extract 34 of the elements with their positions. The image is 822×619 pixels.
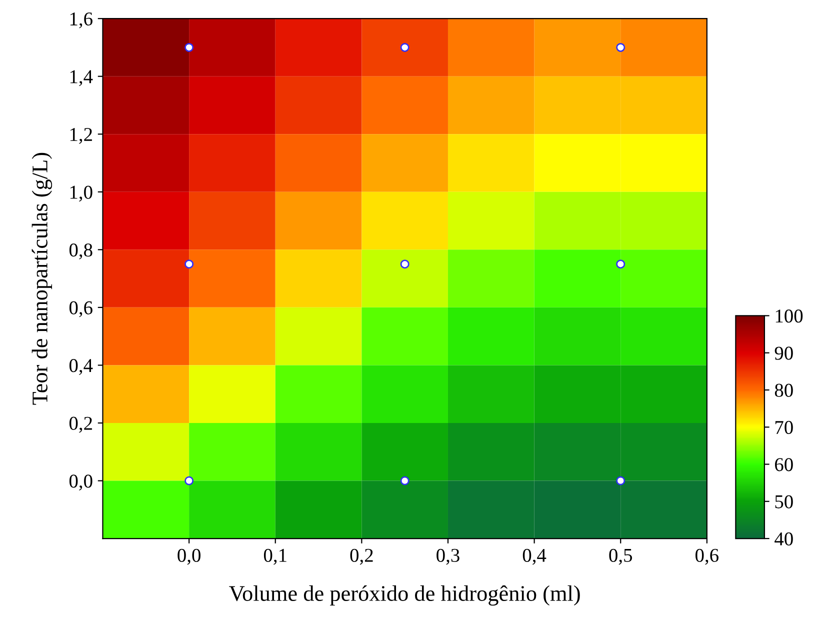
x-axis-title: Volume de peróxido de hidrogênio (ml) xyxy=(229,585,580,606)
point xyxy=(616,42,626,52)
y-tick-label: 1,2 xyxy=(70,128,92,144)
point xyxy=(616,476,626,486)
color-bar-label: 60 xyxy=(775,458,793,472)
point xyxy=(184,476,194,486)
point xyxy=(400,260,410,269)
y-tick-label: 0,0 xyxy=(69,474,92,490)
y-tick-label: 0,4 xyxy=(69,359,93,375)
color-bar-label: 40 xyxy=(774,532,793,546)
y-tick-label: 0,6 xyxy=(69,301,92,318)
x-tick-label: 0,0 xyxy=(178,548,200,565)
point xyxy=(616,260,626,269)
x-tick-label: 0,3 xyxy=(436,548,460,565)
point xyxy=(400,476,410,486)
x-tick-label: 0,1 xyxy=(264,548,286,565)
point xyxy=(184,42,194,52)
color-bar-label: 50 xyxy=(775,495,793,508)
y-tick-label: 0,2 xyxy=(69,416,92,433)
x-tick-label: 0,4 xyxy=(522,548,546,565)
x-tick-label: 0,6 xyxy=(696,548,718,565)
color-bar-label: 70 xyxy=(775,420,793,434)
point xyxy=(184,260,194,269)
color-bar-label: 90 xyxy=(774,346,793,360)
point xyxy=(400,42,410,52)
y-tick-label: 1,6 xyxy=(70,12,92,28)
x-tick-label: 0,2 xyxy=(350,548,373,565)
color-bar-label: 100 xyxy=(776,310,803,323)
y-axis-title: Teor de nanopartículas (g/L) xyxy=(32,152,52,405)
y-tick-label: 1,0 xyxy=(70,186,92,202)
color-bar-label: 80 xyxy=(774,384,793,397)
x-tick-label: 0,5 xyxy=(609,548,632,565)
y-tick-label: 0,8 xyxy=(69,243,92,260)
y-tick-label: 1,4 xyxy=(70,70,93,86)
